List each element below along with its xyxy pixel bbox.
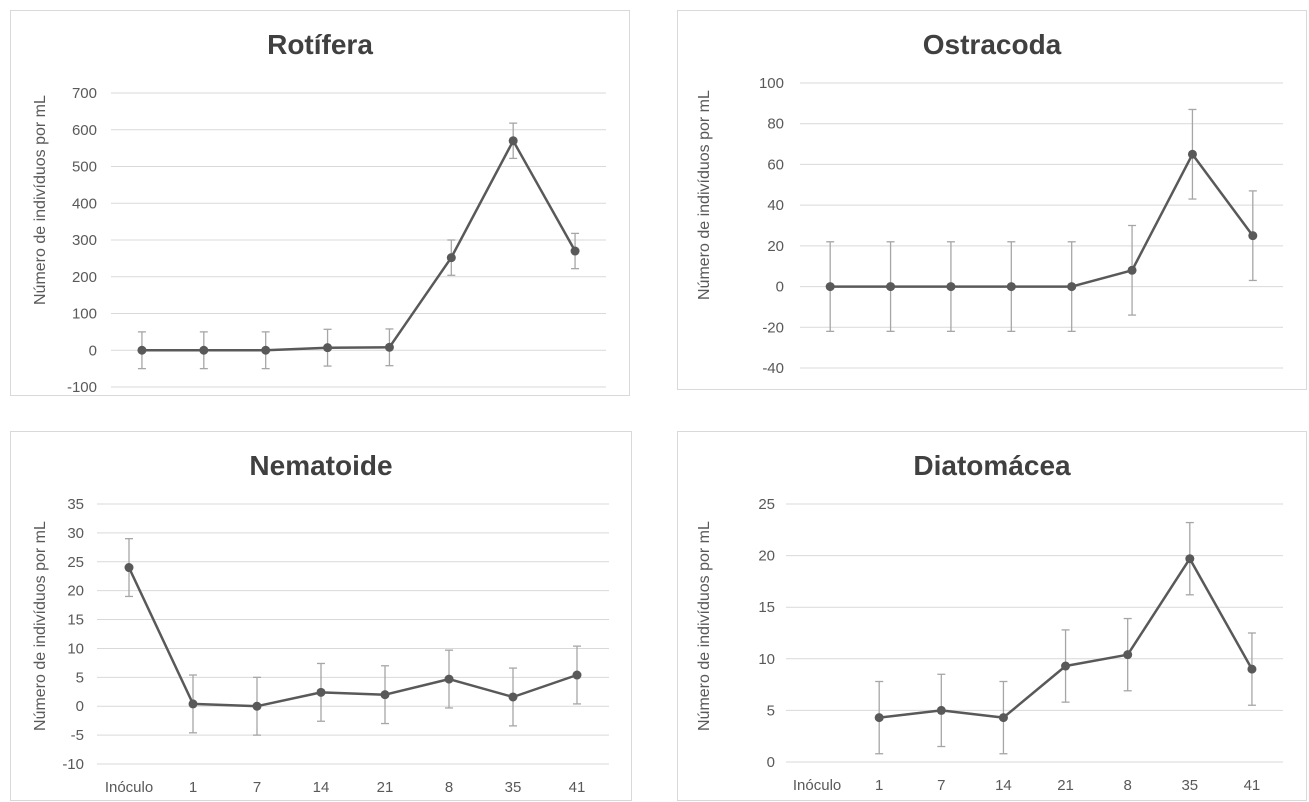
series-line	[127, 567, 578, 708]
y-tick-label: 80	[767, 116, 784, 133]
y-tick-label: -10	[62, 756, 84, 773]
data-point	[252, 701, 262, 711]
y-tick-label: 60	[767, 156, 784, 173]
y-tick-label: 20	[758, 548, 775, 565]
data-point	[508, 692, 518, 702]
y-tick-label: 100	[72, 306, 97, 323]
data-point	[1185, 554, 1195, 564]
data-point	[1127, 265, 1137, 275]
x-tick-label: 21	[377, 779, 394, 796]
y-tick-label: 0	[776, 279, 784, 296]
y-tick-label: 0	[76, 698, 84, 715]
x-tick-label: 1	[189, 779, 197, 796]
x-tick-label: 8	[1124, 777, 1132, 794]
y-tick-label: -100	[67, 379, 97, 396]
y-tick-label: 10	[758, 651, 775, 668]
chart-plot-ostracoda: -40 -20 0 20 40 60 80 100	[759, 75, 1283, 377]
data-point	[1006, 282, 1016, 292]
x-tick-label: 1	[875, 777, 883, 794]
y-tick-label: -20	[762, 319, 784, 336]
data-point	[508, 136, 518, 146]
x-tick-label: 8	[445, 779, 453, 796]
chart-plot-rotifera: -100 0 100 200 300 400 500 600 700	[67, 85, 606, 396]
data-point	[384, 342, 394, 352]
y-tick-label: 15	[67, 612, 84, 629]
data-point	[946, 282, 956, 292]
chart-panel-rotifera: Rotífera Número de indivíduos por mL -10…	[10, 10, 630, 396]
y-tick-label: 100	[759, 75, 784, 92]
x-tick-label: 21	[1057, 777, 1074, 794]
data-point	[444, 674, 454, 684]
data-point	[1061, 661, 1071, 671]
data-point	[1067, 282, 1077, 292]
y-tick-label: 40	[767, 197, 784, 214]
x-tick-label: 7	[937, 777, 945, 794]
y-tick-label: 25	[67, 554, 84, 571]
data-point	[261, 345, 271, 355]
chart-panel-ostracoda: Ostracoda Número de indivíduos por mL -4…	[677, 10, 1307, 390]
x-tick-label: 7	[253, 779, 261, 796]
y-tick-label: -5	[71, 727, 84, 744]
x-tick-label: Inóculo	[793, 777, 841, 794]
y-tick-label: 0	[767, 754, 775, 771]
data-point	[124, 563, 134, 573]
chart-title: Ostracoda	[922, 29, 1062, 60]
y-tick-label: 600	[72, 122, 97, 139]
series-line	[830, 153, 1254, 288]
chart-plot-diatomacea: 0 5 10 15 20 25 Inóculo 1 7 14 21 8 35 41	[758, 496, 1283, 794]
y-tick-label: 15	[758, 599, 775, 616]
y-tick-label: 10	[67, 640, 84, 657]
y-tick-label: 25	[758, 496, 775, 513]
y-tick-label: 200	[72, 269, 97, 286]
y-tick-label: 20	[67, 583, 84, 600]
x-tick-label: 14	[313, 779, 330, 796]
y-tick-label: 5	[767, 702, 775, 719]
y-tick-label: 5	[76, 669, 84, 686]
series-line	[141, 139, 577, 352]
data-point	[572, 670, 582, 680]
y-tick-label: 35	[67, 496, 84, 513]
y-tick-label: 0	[89, 342, 97, 359]
chart-title: Nematoide	[249, 450, 393, 481]
y-tick-label: 400	[72, 195, 97, 212]
chart-plot-nematoide: -10 -5 0 5 10 15 20 25 30 35 Inóculo 1 7 14 21 8 35 41	[62, 496, 609, 796]
data-point	[323, 343, 333, 353]
data-point	[1187, 149, 1197, 159]
data-point	[1247, 664, 1257, 674]
chart-panel-diatomacea: Diatomácea Número de indivíduos por mL 0…	[677, 431, 1307, 801]
data-point	[1248, 231, 1258, 241]
y-tick-label: 300	[72, 232, 97, 249]
data-point	[825, 282, 835, 292]
data-point	[137, 345, 147, 355]
data-point	[936, 705, 946, 715]
data-point	[188, 699, 198, 709]
y-tick-label: -40	[762, 360, 784, 377]
chart-title: Diatomácea	[913, 450, 1071, 481]
data-point	[998, 713, 1008, 723]
x-tick-label: Inóculo	[105, 779, 153, 796]
x-tick-label: 41	[569, 779, 586, 796]
y-tick-label: 700	[72, 85, 97, 102]
data-point	[886, 282, 896, 292]
x-tick-label: 35	[1181, 777, 1198, 794]
data-point	[446, 253, 456, 263]
data-point	[380, 690, 390, 700]
y-tick-label: 20	[767, 238, 784, 255]
y-tick-label: 500	[72, 159, 97, 176]
data-point	[199, 345, 209, 355]
data-point	[570, 246, 580, 256]
chart-panel-nematoide: Nematoide Número de indivíduos por mL -1…	[10, 431, 632, 801]
y-tick-label: 30	[67, 525, 84, 542]
data-point	[316, 687, 326, 697]
x-tick-label: 14	[995, 777, 1012, 794]
x-tick-label: 35	[505, 779, 522, 796]
chart-title: Rotífera	[267, 29, 373, 60]
x-tick-label: 41	[1244, 777, 1261, 794]
data-point	[1123, 650, 1133, 660]
data-point	[874, 713, 884, 723]
